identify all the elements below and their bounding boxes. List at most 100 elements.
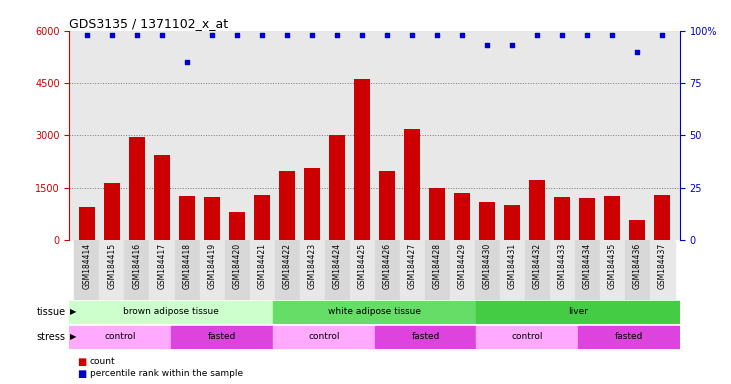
Bar [254,195,270,240]
Bar [454,192,470,240]
Bar [224,240,249,300]
Text: ■: ■ [77,369,86,379]
Text: GSM184433: GSM184433 [558,243,567,289]
Bar [629,220,645,240]
Point [356,32,368,38]
Bar [477,301,680,323]
Text: GSM184427: GSM184427 [408,243,417,289]
Point [632,48,643,55]
Text: GSM184418: GSM184418 [183,243,192,289]
Point [382,32,393,38]
Bar [504,205,520,240]
Bar [171,326,273,348]
Bar [325,240,349,300]
Text: ■: ■ [77,356,86,367]
Bar [599,240,625,300]
Bar [529,180,545,240]
Text: GSM184421: GSM184421 [257,243,267,289]
Text: GSM184415: GSM184415 [107,243,116,289]
Bar [525,240,550,300]
Bar [154,154,170,240]
Point [481,42,493,48]
Text: GSM184429: GSM184429 [458,243,466,289]
Text: fasted: fasted [208,333,236,341]
Text: brown adipose tissue: brown adipose tissue [124,308,219,316]
Point [456,32,468,38]
Bar [150,240,175,300]
Bar [69,326,171,348]
Text: percentile rank within the sample: percentile rank within the sample [90,369,243,378]
Bar [273,301,477,323]
Bar [79,207,95,240]
Text: fasted: fasted [412,333,439,341]
Bar [479,202,496,240]
Bar [400,240,425,300]
Text: GSM184432: GSM184432 [533,243,542,289]
Text: GDS3135 / 1371102_x_at: GDS3135 / 1371102_x_at [69,17,229,30]
Text: tissue: tissue [37,307,66,317]
Bar [650,240,675,300]
Point [131,32,143,38]
Text: GSM184416: GSM184416 [132,243,142,289]
Bar [374,240,400,300]
Bar [99,240,124,300]
Bar [129,137,145,240]
Text: GSM184426: GSM184426 [382,243,392,289]
Bar [249,240,275,300]
Bar [477,326,578,348]
Bar [354,79,371,240]
Point [206,32,218,38]
Bar [275,240,300,300]
Bar [575,240,599,300]
Text: control: control [512,333,543,341]
Point [431,32,443,38]
Point [406,32,418,38]
Bar [379,171,395,240]
Bar [474,240,500,300]
Bar [429,188,445,240]
Text: ▶: ▶ [70,308,77,316]
Bar [625,240,650,300]
Bar [104,184,120,240]
Bar [300,240,325,300]
Point [581,32,593,38]
Text: control: control [308,333,339,341]
Point [257,32,268,38]
Text: GSM184419: GSM184419 [208,243,216,289]
Text: liver: liver [568,308,588,316]
Point [507,42,518,48]
Point [181,59,193,65]
Bar [550,240,575,300]
Point [607,32,618,38]
Text: GSM184414: GSM184414 [83,243,91,289]
Point [156,32,168,38]
Bar [579,198,596,240]
Bar [75,240,99,300]
Point [306,32,318,38]
Text: GSM184422: GSM184422 [283,243,292,289]
Text: GSM184434: GSM184434 [583,243,592,289]
Bar [179,196,195,240]
Bar [329,135,345,240]
Text: GSM184423: GSM184423 [308,243,317,289]
Point [331,32,343,38]
Bar [578,326,680,348]
Text: GSM184437: GSM184437 [658,243,667,289]
Text: count: count [90,357,115,366]
Point [281,32,293,38]
Bar [124,240,150,300]
Text: control: control [105,333,136,341]
Bar [175,240,200,300]
Bar [425,240,450,300]
Point [656,32,668,38]
Bar [450,240,474,300]
Bar [279,171,295,240]
Text: ▶: ▶ [70,333,77,341]
Bar [654,195,670,240]
Bar [304,169,320,240]
Point [531,32,543,38]
Text: stress: stress [37,332,66,342]
Text: fasted: fasted [615,333,643,341]
Text: GSM184424: GSM184424 [333,243,341,289]
Bar [604,196,621,240]
